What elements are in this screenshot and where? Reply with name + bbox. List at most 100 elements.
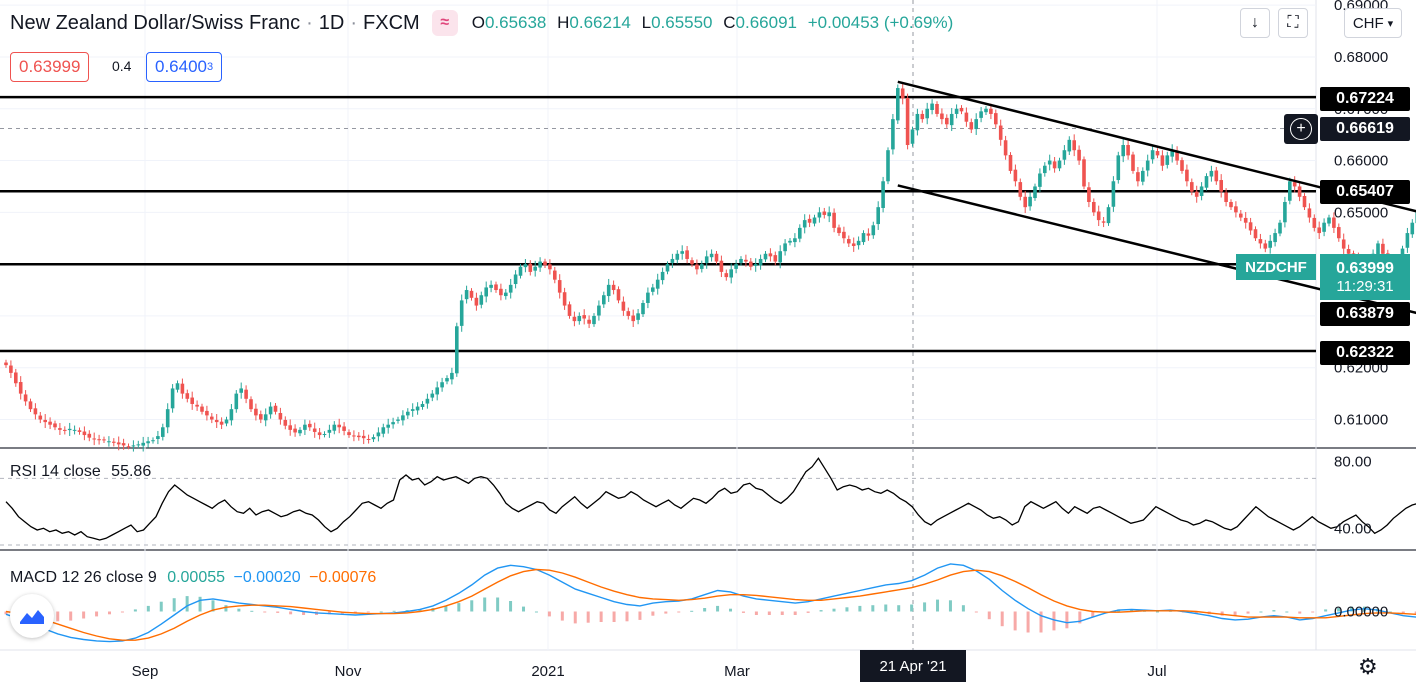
- candle-body: [812, 217, 817, 224]
- macd-histogram-bar: [327, 611, 331, 615]
- time-axis[interactable]: Sep Nov 2021 Mar Jul: [132, 663, 1167, 680]
- candle-body: [1224, 192, 1228, 202]
- candle-body: [254, 408, 258, 416]
- candle-body: [749, 261, 753, 267]
- candle-body: [533, 266, 537, 271]
- currency-select[interactable]: CHF ▾: [1344, 8, 1402, 38]
- candle-body: [655, 279, 660, 289]
- candle-body: [259, 414, 263, 420]
- wave-icon[interactable]: ≈: [431, 10, 458, 36]
- rsi-legend[interactable]: RSI 14 close 55.86: [10, 463, 151, 481]
- macd-signal-value: −0.00076: [309, 569, 377, 586]
- candle-body: [1101, 221, 1106, 223]
- candle-body: [709, 253, 714, 258]
- close-label: C: [723, 13, 736, 32]
- candle-body: [43, 419, 47, 423]
- candle-body: [249, 399, 253, 410]
- macd-histogram-bar: [392, 610, 396, 612]
- candle-body: [1185, 169, 1189, 182]
- candle-body: [1302, 195, 1307, 208]
- candle-body: [1194, 191, 1199, 197]
- candle-body: [312, 428, 317, 432]
- candle-body: [1145, 160, 1150, 171]
- candle-body: [1405, 233, 1410, 248]
- macd-histogram-bar: [767, 611, 771, 615]
- candle-body: [376, 432, 381, 437]
- candle-body: [342, 426, 346, 431]
- fullscreen-icon[interactable]: ⛶: [1278, 8, 1308, 38]
- candle-body: [1327, 217, 1331, 224]
- candle-body: [234, 393, 239, 410]
- candle-body: [768, 253, 773, 257]
- candle-body: [38, 415, 43, 420]
- candle-body: [773, 255, 778, 262]
- macd-legend[interactable]: MACD 12 26 close 9 0.00055 −0.00020 −0.0…: [10, 569, 376, 587]
- candle-body: [1234, 206, 1238, 213]
- add-alert-button[interactable]: +: [1284, 114, 1318, 144]
- candle-body: [925, 108, 929, 119]
- candle-body: [1165, 155, 1170, 165]
- tradingview-logo[interactable]: [10, 594, 54, 638]
- candle-body: [621, 301, 626, 311]
- ohlc-values: O0.65638 H0.66214 L0.65550 C0.66091 +0.0…: [472, 13, 960, 33]
- candle-body: [1043, 165, 1047, 174]
- candle-body: [940, 113, 944, 120]
- candle-body: [631, 315, 635, 322]
- candle-body: [1062, 150, 1067, 160]
- candle-body: [680, 251, 684, 254]
- candle-body: [881, 181, 885, 208]
- interval-label[interactable]: 1D: [318, 11, 345, 34]
- candle-body: [200, 406, 204, 412]
- buy-price-button[interactable]: 0.6400 3: [146, 52, 223, 82]
- candle-body: [724, 273, 729, 278]
- candle-body: [1381, 243, 1385, 254]
- gear-icon[interactable]: ⚙: [1358, 654, 1378, 679]
- crosshair-price-label: 0.66619: [1320, 117, 1410, 141]
- arrow-down-icon[interactable]: ↓: [1240, 8, 1270, 38]
- candle-body: [92, 438, 96, 440]
- candle-body: [97, 439, 101, 441]
- candle-body: [352, 435, 356, 437]
- bar-countdown: 11:29:31: [1336, 277, 1394, 295]
- macd-histogram-bar: [146, 605, 150, 612]
- trend-channel[interactable]: [897, 80, 1416, 352]
- macd-histogram-bar: [522, 606, 526, 612]
- candle-body: [910, 129, 915, 144]
- candle-body: [28, 401, 33, 410]
- candle-body: [592, 315, 596, 325]
- macd-histogram-bar: [1311, 611, 1315, 613]
- candle-body: [896, 88, 900, 121]
- macd-histogram-bar: [418, 609, 422, 612]
- spread-value: 0.4: [112, 58, 132, 74]
- candle-body: [822, 211, 827, 215]
- candle-body: [1150, 150, 1155, 160]
- legend-separator: ·: [350, 11, 358, 34]
- candle-body: [499, 288, 503, 296]
- candle-body: [415, 406, 420, 411]
- currency-label: CHF: [1352, 14, 1384, 32]
- candle-body: [371, 437, 376, 440]
- macd-histogram-bar: [729, 608, 733, 612]
- candle-body: [23, 394, 28, 402]
- macd-tick-label: 0.00000: [1334, 604, 1388, 621]
- open-value: 0.65638: [484, 13, 547, 32]
- candle-body: [651, 287, 655, 292]
- symbol-legend: New Zealand Dollar/Swiss Franc · 1D · FX…: [10, 8, 959, 38]
- macd-histogram-bar: [172, 598, 176, 612]
- candle-body: [1278, 222, 1282, 234]
- candle-body: [1263, 243, 1268, 249]
- candle-body: [685, 250, 689, 259]
- sell-price-button[interactable]: 0.63999: [10, 52, 90, 82]
- candle-body: [861, 233, 866, 243]
- macd-histogram-bar: [961, 605, 965, 612]
- macd-histogram-bar: [703, 608, 707, 612]
- candle-body: [406, 411, 410, 416]
- candle-body: [641, 302, 645, 315]
- price-tick-label: 0.65000: [1334, 204, 1388, 221]
- candle-body: [244, 389, 248, 399]
- candle-body: [1052, 161, 1057, 169]
- macd-histogram-bar: [599, 611, 603, 622]
- macd-histogram-bar: [871, 605, 875, 612]
- candle-body: [660, 271, 665, 281]
- horizontal-lines[interactable]: [0, 95, 1316, 353]
